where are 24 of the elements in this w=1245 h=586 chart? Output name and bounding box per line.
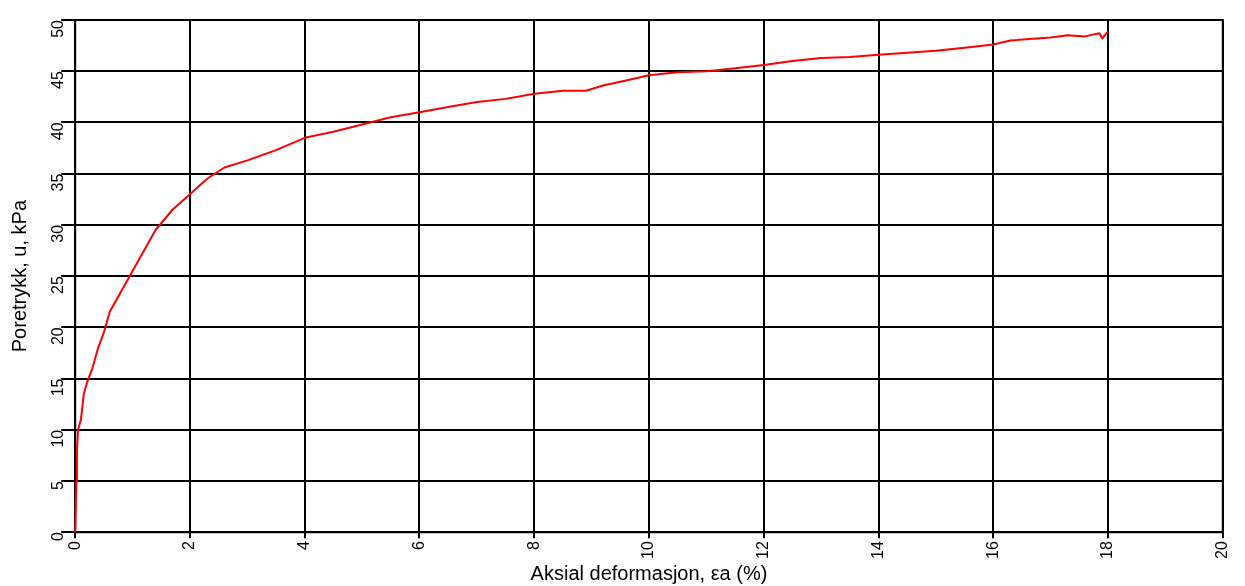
x-axis-title: Aksial deformasjon, εa (%) [530, 561, 768, 584]
x-tick-label: 20 [1213, 541, 1231, 559]
x-tick-label: 16 [983, 541, 1001, 559]
x-tick-label: 2 [180, 541, 198, 551]
y-tick-label: 0 [48, 532, 66, 542]
x-tick-label: 6 [409, 541, 427, 551]
y-tick-label: 25 [48, 276, 66, 294]
x-tick-label: 4 [295, 541, 313, 551]
x-tick-label: 18 [1098, 541, 1116, 559]
x-tick-label: 0 [65, 541, 83, 551]
x-tick-label: 12 [754, 541, 772, 559]
x-tick-label: 14 [868, 541, 886, 559]
y-tick-label: 15 [48, 378, 66, 397]
x-tick-label: 8 [524, 541, 542, 551]
y-tick-label: 35 [48, 173, 66, 192]
y-tick-label: 40 [48, 122, 66, 141]
x-tick-label: 10 [639, 541, 657, 559]
y-tick-label: 45 [48, 71, 66, 90]
y-tick-label: 10 [48, 429, 66, 448]
y-tick-label: 5 [48, 480, 66, 490]
y-tick-label: 20 [48, 327, 66, 346]
y-tick-label: 50 [48, 19, 66, 38]
y-axis-title: Poretrykk, u, kPa [7, 199, 30, 353]
y-tick-label: 30 [48, 224, 66, 243]
